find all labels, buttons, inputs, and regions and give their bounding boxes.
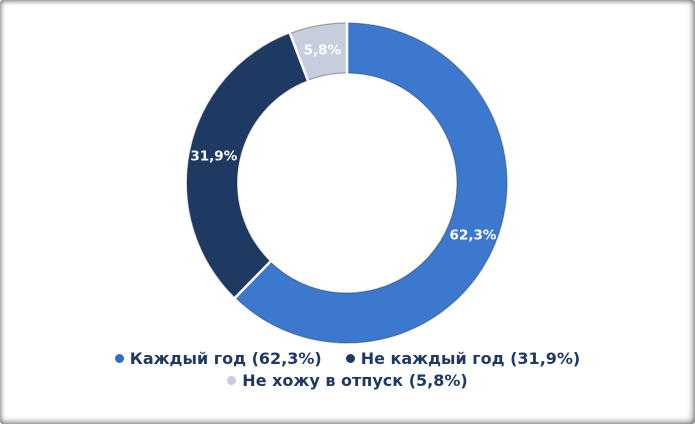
slice-separator: [233, 259, 273, 300]
slice-separator: [288, 31, 310, 83]
donut-slice[interactable]: [235, 23, 508, 343]
legend-swatch-icon: [114, 354, 124, 363]
legend-swatch-icon: [227, 376, 237, 385]
legend-label: Не каждый год (31,9%): [360, 349, 581, 368]
legend-label: Каждый год (62,3%): [129, 349, 322, 368]
donut-slice[interactable]: [289, 23, 347, 81]
legend-item-no-vacation[interactable]: Не хожу в отпуск (5,8%): [227, 370, 468, 391]
donut-slice[interactable]: [186, 33, 308, 298]
legend-item-not-every-year[interactable]: Не каждый год (31,9%): [345, 348, 581, 369]
chart-legend: Каждый год (62,3%) Не каждый год (31,9%)…: [0, 348, 695, 391]
legend-row-2: Не хожу в отпуск (5,8%): [227, 370, 468, 391]
donut-rim: [236, 72, 458, 294]
legend-label: Не хожу в отпуск (5,8%): [242, 371, 468, 390]
legend-row-1: Каждый год (62,3%) Не каждый год (31,9%): [114, 348, 581, 369]
legend-swatch-icon: [345, 354, 355, 363]
legend-item-every-year[interactable]: Каждый год (62,3%): [114, 348, 322, 369]
donut-chart: 62,3%31,9%5,8%: [186, 21, 508, 344]
